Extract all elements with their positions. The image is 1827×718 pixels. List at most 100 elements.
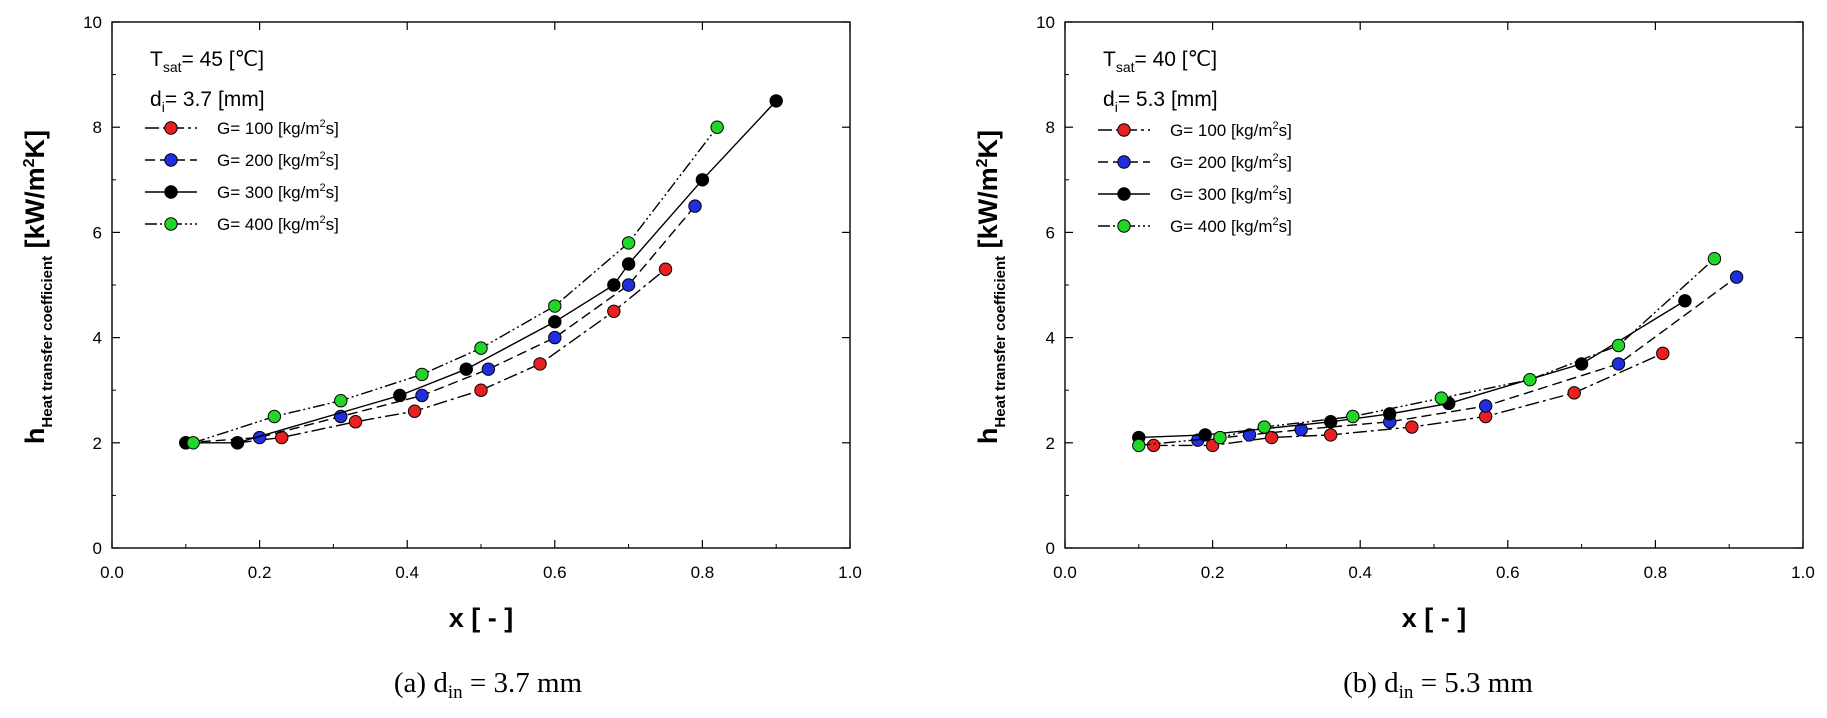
legend-label-text: G= 400 [kg/m <box>217 215 320 234</box>
legend-label-sup: 2 <box>320 150 326 162</box>
x-tick-label: 0.2 <box>248 563 272 582</box>
annotation: Tsat= 45 [℃] <box>150 48 264 75</box>
legend-label: G= 300 [kg/m2s] <box>1170 184 1292 204</box>
data-point <box>533 357 547 371</box>
series-2 <box>179 94 783 450</box>
y-axis-label: hHeat transfer coefficient [kW/m2K] <box>973 130 1009 444</box>
legend-label: G= 400 [kg/m2s] <box>217 214 339 234</box>
data-point <box>1574 357 1589 371</box>
legend-label: G= 400 [kg/m2s] <box>1170 216 1292 236</box>
x-tick-label: 0.6 <box>543 563 567 582</box>
y-label-unit: [kW/m <box>20 167 50 256</box>
data-point <box>1346 409 1360 424</box>
legend-entry: G= 100 [kg/m2s] <box>1098 120 1292 140</box>
legend-entry: G= 200 [kg/m2s] <box>145 150 339 170</box>
annotation-subscript: sat <box>1116 59 1135 75</box>
caption-value: = 5.3 mm <box>1413 667 1533 699</box>
data-point <box>1323 428 1338 442</box>
caption-text: (a) d <box>394 667 448 699</box>
data-point <box>548 315 562 329</box>
legend-marker <box>1117 123 1131 137</box>
data-point <box>688 199 702 213</box>
data-point <box>1567 386 1581 400</box>
data-point <box>1264 430 1279 445</box>
y-tick-label: 0 <box>1046 539 1055 558</box>
series-line <box>192 126 718 444</box>
legend-label-text: G= 100 [kg/m <box>1170 121 1273 140</box>
y-tick-label: 6 <box>93 223 102 242</box>
legend-label-sup: 2 <box>1273 216 1279 228</box>
y-tick-label: 8 <box>1046 118 1055 137</box>
legend-label-end: s] <box>326 183 339 202</box>
annotation-subscript: sat <box>163 59 182 75</box>
legend-label-end: s] <box>326 215 339 234</box>
legend-marker <box>1117 187 1131 201</box>
y-tick-label: 10 <box>1036 13 1055 32</box>
caption-a: (a) din = 3.7 mm <box>394 667 583 703</box>
x-tick-label: 0.2 <box>1201 563 1225 582</box>
data-point <box>710 120 724 134</box>
legend-label: G= 100 [kg/m2s] <box>217 118 339 138</box>
x-tick-label: 0.8 <box>1644 563 1668 582</box>
y-label-symbol: h <box>973 428 1003 445</box>
chart-b: 0.0 0.2 0.4 0.6 0.8 1.0 0 2 4 6 8 10 x [ - ] hHeat tr… <box>973 13 1815 633</box>
x-tick-label: 0.4 <box>395 563 419 582</box>
y-label-unit-end: K] <box>20 130 50 159</box>
x-tick-label: 0.0 <box>1053 563 1077 582</box>
x-axis-label: x [ - ] <box>449 603 514 633</box>
data-point <box>1146 438 1161 453</box>
legend-entry: G= 200 [kg/m2s] <box>1098 152 1292 172</box>
data-point <box>1405 420 1419 434</box>
legend-entry: G= 400 [kg/m2s] <box>145 214 339 234</box>
legend-marker <box>1117 155 1131 169</box>
legend-label-text: G= 300 [kg/m <box>1170 185 1273 204</box>
series-1 <box>179 199 702 450</box>
legend-label-end: s] <box>1279 121 1292 140</box>
annotation-subscript: i <box>1115 99 1118 115</box>
data-point <box>548 330 562 345</box>
data-point <box>1611 357 1626 371</box>
legend-label-end: s] <box>326 119 339 138</box>
legend-entry: G= 300 [kg/m2s] <box>1098 184 1292 204</box>
data-point <box>1678 294 1692 308</box>
series-line <box>1197 276 1738 441</box>
y-tick-label: 0 <box>93 539 102 558</box>
legend-label: G= 200 [kg/m2s] <box>217 150 339 170</box>
data-point <box>1434 391 1449 405</box>
data-point <box>186 436 200 450</box>
data-point <box>474 341 488 355</box>
y-axis-label: hHeat transfer coefficient [kW/m2K] <box>20 130 56 444</box>
legend-marker <box>164 185 178 199</box>
legend-label-end: s] <box>1279 185 1292 204</box>
annotation-symbol: d <box>1103 88 1115 111</box>
data-point <box>348 415 363 429</box>
data-point <box>230 436 245 450</box>
data-point <box>1611 338 1626 353</box>
annotation-symbol: T <box>1103 48 1116 71</box>
y-tick-label: 4 <box>1046 329 1055 348</box>
series-line <box>237 268 666 444</box>
legend-label-text: G= 200 [kg/m <box>1170 153 1273 172</box>
annotation-symbol: d <box>150 88 162 111</box>
y-label-unit: [kW/m <box>973 167 1003 256</box>
data-point <box>548 299 562 313</box>
legend-marker <box>164 121 178 135</box>
data-point <box>621 278 636 292</box>
y-tick-label: 2 <box>93 434 102 453</box>
series-1 <box>1191 270 1744 447</box>
legend-label-end: s] <box>1279 217 1292 236</box>
x-tick-label: 1.0 <box>838 563 862 582</box>
data-point <box>1707 252 1722 266</box>
legend-label-text: G= 200 [kg/m <box>217 151 320 170</box>
legend-label-text: G= 300 [kg/m <box>217 183 320 202</box>
data-point <box>769 94 783 108</box>
y-label-unit-sup: 2 <box>974 158 991 167</box>
annotation: di= 3.7 [mm] <box>150 88 265 115</box>
annotation-value: = 3.7 [mm] <box>165 88 265 111</box>
caption-subscript: in <box>448 682 463 703</box>
legend-label: G= 300 [kg/m2s] <box>217 182 339 202</box>
data-point <box>334 394 348 408</box>
data-point <box>1383 407 1397 421</box>
data-point <box>621 236 636 250</box>
